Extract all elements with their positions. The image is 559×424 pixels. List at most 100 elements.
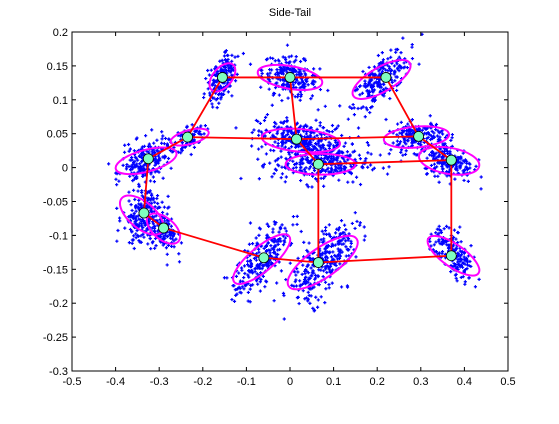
scatter-point <box>368 163 373 167</box>
scatter-point <box>378 89 383 93</box>
scatter-point <box>294 284 299 288</box>
scatter-point <box>228 84 232 88</box>
scatter-point <box>230 59 234 63</box>
scatter-point <box>270 247 274 251</box>
scatter-point <box>335 143 339 147</box>
scatter-point <box>219 95 223 99</box>
scatter-point <box>387 152 391 156</box>
scatter-point <box>160 137 164 141</box>
scatter-point <box>436 129 440 133</box>
scatter-point <box>399 150 403 154</box>
scatter-point <box>461 159 465 163</box>
scatter-point <box>157 170 161 174</box>
scatter-point <box>138 154 142 158</box>
scatter-point <box>151 175 155 179</box>
scatter-point <box>289 54 294 58</box>
scatter-point <box>266 264 270 268</box>
scatter-point <box>132 211 136 215</box>
scatter-point <box>364 157 368 161</box>
scatter-point <box>327 140 331 144</box>
scatter-point <box>327 251 332 255</box>
scatter-point <box>404 149 408 153</box>
scatter-point <box>327 223 331 227</box>
scatter-point <box>345 285 350 289</box>
scatter-point <box>215 72 219 76</box>
scatter-point <box>329 166 333 170</box>
scatter-point <box>342 223 347 227</box>
y-tick-label: -0.1 <box>49 230 68 242</box>
scatter-point <box>326 244 330 248</box>
scatter-point <box>141 164 145 168</box>
scatter-point <box>388 96 392 101</box>
scatter-point <box>437 224 441 228</box>
scatter-point <box>453 273 458 277</box>
scatter-point <box>153 157 157 161</box>
scatter-point <box>306 271 310 275</box>
scatter-point <box>420 128 424 132</box>
scatter-point <box>458 259 462 263</box>
scatter-point <box>257 129 261 133</box>
scatter-point <box>234 274 239 278</box>
scatter-point <box>127 241 131 245</box>
scatter-point <box>410 143 414 148</box>
scatter-point <box>169 224 173 228</box>
scatter-point <box>477 277 481 281</box>
scatter-point <box>151 222 155 226</box>
scatter-point <box>339 219 344 223</box>
scatter-point <box>230 297 234 302</box>
scatter-point <box>296 92 300 97</box>
scatter-point <box>122 150 127 154</box>
scatter-point <box>331 250 335 254</box>
scatter-point <box>294 152 298 156</box>
scatter-point <box>259 130 264 134</box>
scatter-point <box>299 229 303 234</box>
scatter-point <box>284 229 288 233</box>
scatter-point <box>361 69 365 74</box>
scatter-point <box>306 185 310 189</box>
scatter-point <box>324 246 328 250</box>
scatter-point <box>222 54 227 58</box>
scatter-point <box>146 190 150 194</box>
scatter-point <box>308 301 312 306</box>
scatter-point <box>385 172 390 176</box>
scatter-point <box>150 241 155 245</box>
scatter-point <box>369 83 374 87</box>
scatter-point <box>376 53 380 58</box>
scatter-point <box>440 164 444 169</box>
scatter-point <box>304 166 308 170</box>
scatter-point <box>136 189 140 193</box>
scatter-point <box>406 122 410 126</box>
scatter-point <box>180 148 184 152</box>
scatter-point <box>260 71 264 76</box>
scatter-point <box>155 194 160 198</box>
scatter-point <box>460 161 464 166</box>
scatter-point <box>131 179 135 183</box>
graph-node <box>142 153 154 165</box>
scatter-point <box>332 157 336 161</box>
scatter-point <box>172 145 176 150</box>
scatter-point <box>299 94 303 99</box>
scatter-point <box>163 136 168 141</box>
scatter-point <box>240 285 244 289</box>
scatter-point <box>177 260 182 264</box>
scatter-point <box>133 159 137 163</box>
scatter-point <box>246 262 250 267</box>
scatter-point <box>213 84 217 88</box>
scatter-point <box>332 262 336 266</box>
graph-edge <box>318 254 452 264</box>
scatter-point <box>380 69 385 73</box>
scatter-point <box>323 229 328 233</box>
scatter-point <box>209 68 213 72</box>
scatter-point <box>256 282 260 286</box>
scatter-point <box>423 131 427 135</box>
scatter-point <box>298 162 302 166</box>
scatter-point <box>328 159 332 163</box>
y-tick-label: 0.2 <box>53 27 68 39</box>
scatter-point <box>363 115 367 119</box>
scatter-point <box>295 79 299 83</box>
scatter-point <box>349 245 353 249</box>
scatter-point <box>268 161 272 165</box>
scatter-point <box>286 132 290 136</box>
scatter-point <box>284 141 288 145</box>
scatter-point <box>305 124 309 128</box>
